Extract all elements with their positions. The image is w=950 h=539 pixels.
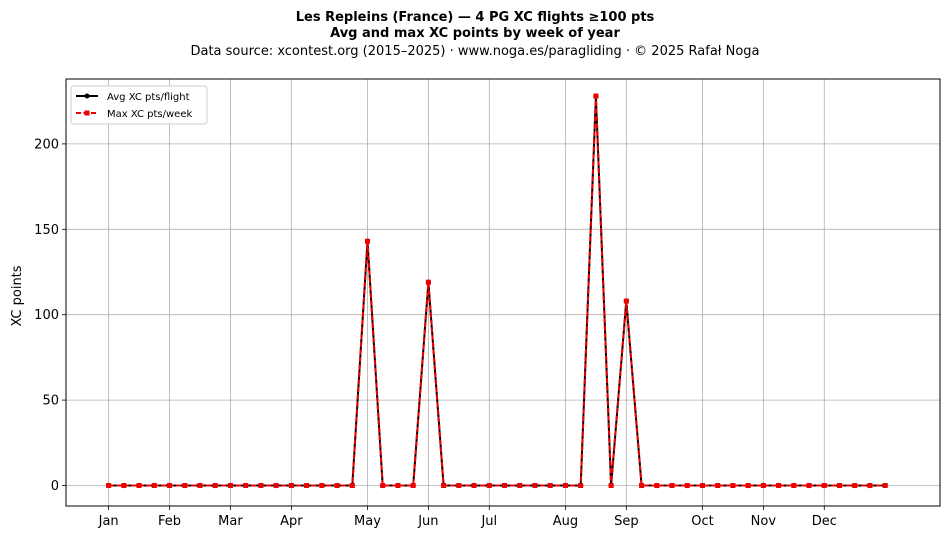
x-tick-label: Sep (614, 514, 639, 529)
series-1-point (806, 483, 812, 489)
x-tick-label: Oct (691, 514, 713, 529)
x-tick-label: Aug (553, 514, 578, 529)
series-1-point (654, 483, 660, 489)
series-1-point (730, 483, 736, 489)
series-1-point (608, 483, 614, 489)
series-1-point (349, 483, 355, 489)
series-1-point (334, 483, 340, 489)
x-tick-label: May (354, 514, 381, 529)
series-1-point (669, 483, 675, 489)
series-1-point (456, 483, 462, 489)
y-axis-label: XC points (10, 265, 25, 326)
series-1-point (684, 483, 690, 489)
series-layer (106, 93, 888, 489)
series-line-0 (108, 95, 886, 487)
series-1-point (319, 483, 325, 489)
series-1-point (547, 483, 553, 489)
series-1-point (136, 483, 142, 489)
series-1-point (715, 483, 721, 489)
legend-max-marker (84, 110, 90, 116)
series-1-point (243, 483, 249, 489)
series-1-point (106, 483, 112, 489)
y-tick-label: 50 (42, 394, 59, 409)
series-1-point (699, 483, 705, 489)
series-1-point (182, 483, 188, 489)
x-tick-label: Jan (98, 514, 119, 529)
series-1-point (304, 483, 310, 489)
series-1-point (151, 483, 157, 489)
x-tick-label: Dec (812, 514, 837, 529)
y-tick-label: 0 (51, 479, 59, 494)
series-1-point (121, 483, 127, 489)
series-1-point (867, 483, 873, 489)
chart-subtitle: Data source: xcontest.org (2015–2025) · … (190, 44, 759, 59)
series-1-point (517, 483, 523, 489)
x-axis-ticks: Jan Feb Mar Apr May Jun Jul Aug Sep Oct Nov Dec (98, 506, 837, 529)
plot-frame (65, 78, 941, 507)
y-axis-ticks: 0 50 100 150 200 (34, 137, 66, 494)
series-1-point (471, 483, 477, 489)
series-1-point (227, 483, 233, 489)
series-1-point (562, 483, 568, 489)
series-1-point (837, 483, 843, 489)
x-tick-label: Jun (417, 514, 438, 529)
chart-title-line2: Avg and max XC points by week of year (330, 26, 620, 41)
legend-avg-marker (84, 93, 90, 99)
series-1-point (258, 483, 264, 489)
series-1-point (167, 483, 173, 489)
series-1-point (791, 483, 797, 489)
series-1-point (593, 93, 599, 99)
series-1-point (821, 483, 827, 489)
series-1-point (882, 483, 888, 489)
x-tick-label: Nov (751, 514, 777, 529)
y-tick-label: 200 (34, 137, 59, 152)
series-1-point (395, 483, 401, 489)
chart-title-line1: Les Repleins (France) — 4 PG XC flights … (296, 10, 655, 25)
series-1-point (288, 483, 294, 489)
legend: Avg XC pts/flight Max XC pts/week (70, 85, 208, 125)
series-1-point (852, 483, 858, 489)
series-1-point (364, 238, 370, 244)
series-1-point (425, 279, 431, 285)
series-1-point (532, 483, 538, 489)
series-1-point (212, 483, 218, 489)
series-1-point (273, 483, 279, 489)
series-line-1 (108, 95, 886, 487)
y-tick-label: 100 (34, 308, 59, 323)
y-tick-label: 150 (34, 223, 59, 238)
legend-max-label: Max XC pts/week (107, 109, 192, 120)
series-1-point (639, 483, 645, 489)
legend-avg-label: Avg XC pts/flight (107, 92, 190, 103)
x-tick-label: Jul (480, 514, 497, 529)
legend-box (70, 85, 208, 125)
series-1-point (578, 483, 584, 489)
series-1-point (380, 483, 386, 489)
x-tick-label: Mar (218, 514, 243, 529)
series-1-point (623, 298, 629, 304)
series-1-point (410, 483, 416, 489)
series-1-point (776, 483, 782, 489)
x-tick-label: Feb (158, 514, 181, 529)
series-1-point (486, 483, 492, 489)
series-1-point (760, 483, 766, 489)
series-1-point (502, 483, 508, 489)
series-1-point (197, 483, 203, 489)
series-1-point (441, 483, 447, 489)
grid-lines (66, 79, 940, 506)
series-1-point (745, 483, 751, 489)
x-tick-label: Apr (280, 514, 303, 529)
